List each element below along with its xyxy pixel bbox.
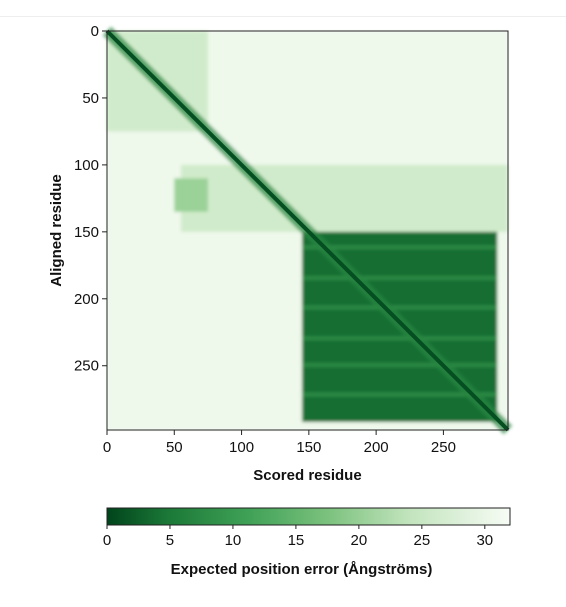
x-tick-label: 200 (364, 439, 389, 456)
colorbar-tick-label: 0 (103, 532, 111, 549)
pae-stripe-5 (302, 392, 498, 397)
colorbar-tick-label: 10 (225, 532, 242, 549)
pae-region-4 (174, 178, 208, 212)
colorbar (106, 507, 511, 526)
colorbar-axis: 0 5 10 15 20 25 30 (103, 525, 493, 549)
colorbar-tick-label: 20 (351, 532, 368, 549)
colorbar-title: Expected position error (Ångströms) (171, 561, 433, 578)
x-tick-label: 100 (229, 439, 254, 456)
y-tick-label: 250 (74, 358, 99, 375)
colorbar-tick-label: 5 (166, 532, 174, 549)
x-tick-label: 150 (296, 439, 321, 456)
pae-region-1 (181, 164, 508, 232)
pae-stripe-1 (302, 276, 498, 281)
y-tick-label: 150 (74, 224, 99, 241)
y-tick-label: 0 (91, 23, 99, 40)
pae-stripe-2 (302, 305, 498, 310)
y-axis: 0 50 100 150 200 250 (74, 23, 107, 375)
colorbar-tick-label: 15 (288, 532, 305, 549)
top-divider (0, 16, 566, 17)
y-axis-title: Aligned residue (48, 174, 65, 287)
pae-stripe-4 (302, 363, 498, 368)
colorbar-tick-label: 30 (476, 532, 493, 549)
pae-stripe-0 (302, 245, 498, 250)
diagonal-band (105, 29, 510, 432)
colorbar-tick-label: 25 (414, 532, 431, 549)
plot-frame (106, 30, 509, 431)
y-tick-label: 100 (74, 157, 99, 174)
x-axis: 0 50 100 150 200 250 (103, 430, 456, 456)
y-tick-label: 50 (82, 90, 99, 107)
pae-heatmap (102, 26, 513, 435)
x-tick-label: 50 (166, 439, 183, 456)
x-tick-label: 250 (431, 439, 456, 456)
pae-stripe-3 (302, 336, 498, 341)
x-axis-title: Scored residue (253, 467, 361, 484)
x-tick-label: 0 (103, 439, 111, 456)
y-tick-label: 200 (74, 291, 99, 308)
